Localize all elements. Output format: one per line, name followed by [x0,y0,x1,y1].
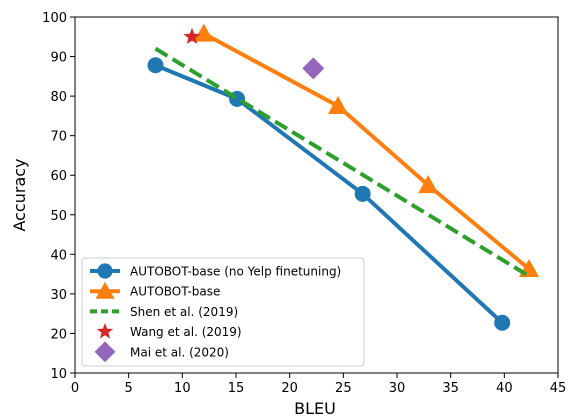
data-point-star [96,323,114,339]
data-point-circle [494,314,511,331]
x-tick-label: 35 [442,381,459,396]
legend-label-3: Wang et al. (2019) [130,325,242,339]
x-tick-label: 30 [389,381,406,396]
y-tick-label: 100 [42,11,67,26]
legend-label-4: Mai et al. (2020) [130,345,229,359]
y-tick-label: 90 [50,51,67,66]
x-tick-label: 0 [71,381,79,396]
data-point-diamond [94,341,116,363]
y-tick-label: 40 [50,248,67,263]
y-axis-label: Accuracy [10,158,29,231]
series-line-2 [154,46,531,278]
data-point-triangle [193,23,214,42]
legend: AUTOBOT-base (no Yelp finetuning) AUTOBOT… [81,257,365,367]
data-point-circle [354,185,371,202]
legend-label-0: AUTOBOT-base (no Yelp finetuning) [130,265,341,279]
series-line-0 [154,63,504,325]
data-point-triangle [327,96,348,114]
data-point-triangle [95,281,115,299]
data-point-star [183,27,201,45]
x-tick-label: 40 [496,381,513,396]
axes: 0 5 10 15 20 25 30 35 40 45 10 20 30 40 50 60 70 80 90 100 [42,11,566,396]
x-tick-label: 25 [335,381,352,396]
x-tick-label: 10 [174,381,191,396]
y-tick-label: 50 [50,209,67,224]
x-tick-label: 20 [281,381,298,396]
x-tick-label: 5 [125,381,133,396]
y-tick-label: 20 [50,327,67,342]
data-point-diamond [302,57,325,80]
series-line-1 [202,31,531,271]
data-point-circle [147,57,164,74]
axes-frame [74,16,559,374]
y-tick-label: 80 [50,90,67,105]
legend-label-2: Shen et al. (2019) [130,305,238,319]
data-point-circle [97,263,113,279]
legend-box [81,257,365,367]
x-axis-label: BLEU [294,399,336,418]
x-tick-label: 45 [550,381,567,396]
y-tick-label: 70 [50,130,67,145]
data-point-triangle [418,175,439,194]
legend-label-1: AUTOBOT-base [130,285,220,299]
y-tick-label: 60 [50,169,67,184]
x-tick-label: 15 [228,381,245,396]
y-tick-label: 30 [50,288,67,303]
y-tick-label: 10 [50,367,67,382]
plot-area [147,23,540,331]
